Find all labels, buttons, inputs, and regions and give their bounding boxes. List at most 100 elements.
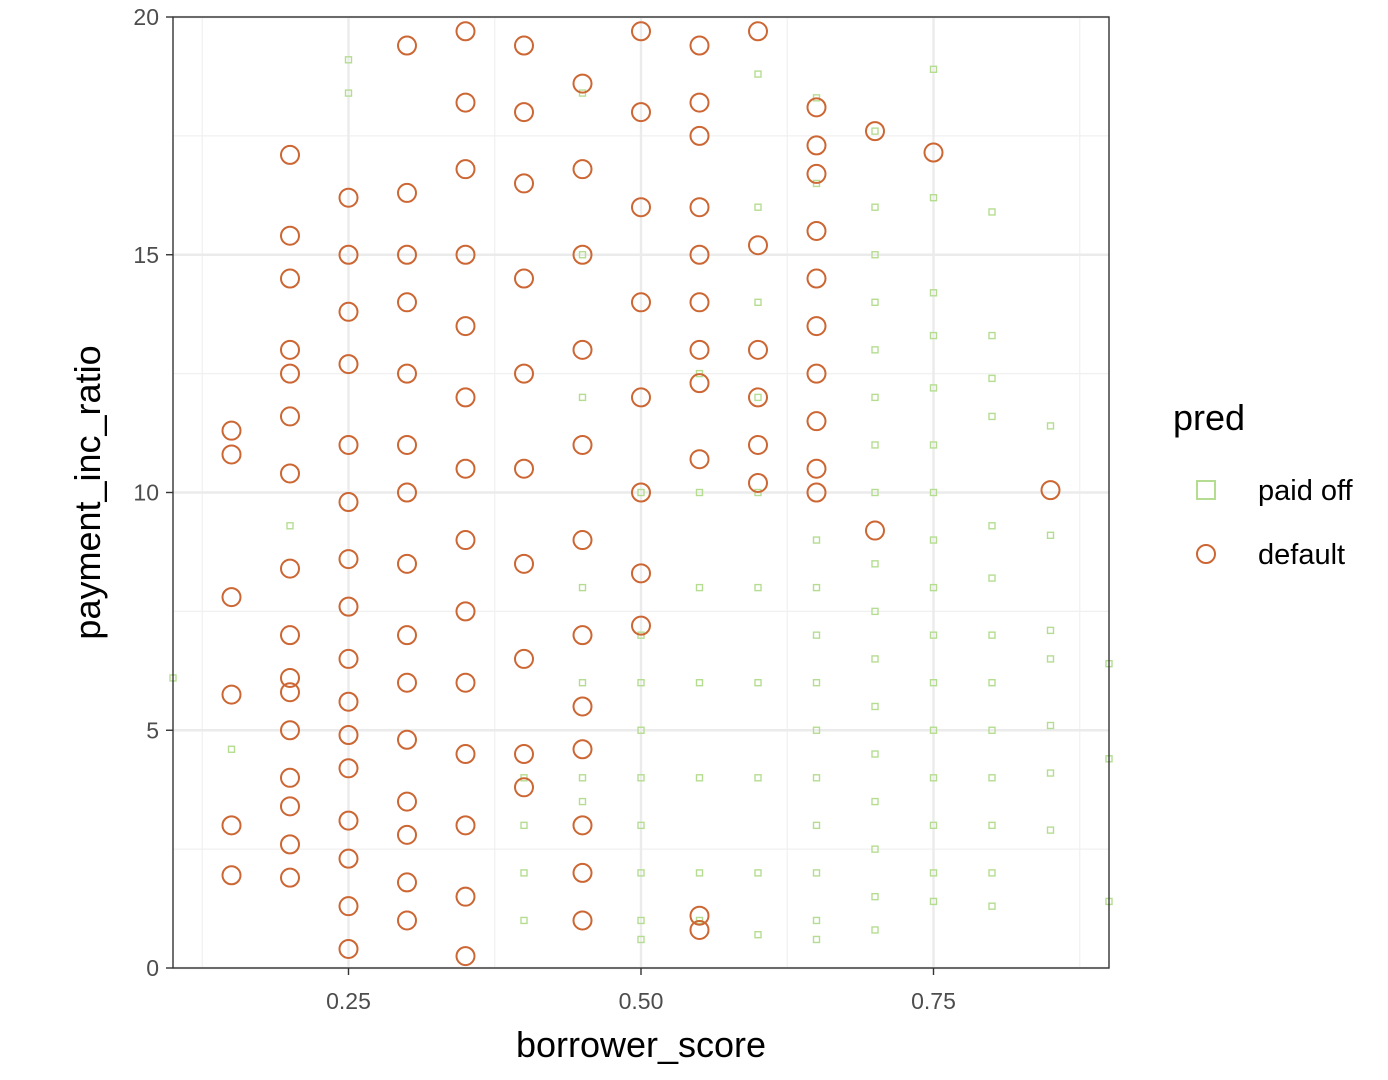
data-points (169, 21, 1113, 967)
data-point-default (689, 373, 710, 394)
data-point-default (221, 587, 242, 608)
data-point-default (631, 615, 651, 636)
data-point-default (280, 225, 300, 246)
data-point-default (397, 824, 417, 845)
data-point-default (280, 834, 300, 855)
data-point-default (631, 102, 651, 123)
data-point-paid-off (988, 631, 996, 639)
data-point-default (631, 197, 651, 218)
data-point-default (338, 810, 359, 831)
legend-item-paid-off: paid off (1196, 475, 1354, 507)
data-point-paid-off (812, 869, 821, 877)
data-point-default (397, 363, 417, 384)
data-point-default (514, 777, 534, 798)
data-point-paid-off (929, 193, 938, 202)
data-point-default (631, 292, 651, 313)
data-point-paid-off (520, 821, 528, 830)
legend-item-label: default (1258, 539, 1345, 571)
data-point-default (806, 135, 827, 156)
data-point-default (455, 458, 476, 479)
data-point-paid-off (929, 65, 938, 74)
data-point-default (455, 387, 476, 408)
data-point-default (455, 815, 476, 836)
data-point-paid-off (929, 869, 938, 877)
plot-panel (169, 15, 1113, 970)
data-point-default (221, 815, 242, 836)
data-point-default (514, 648, 534, 669)
data-point-paid-off (812, 774, 821, 782)
data-point-paid-off (929, 897, 938, 906)
data-point-default (572, 625, 593, 646)
data-point-paid-off (812, 821, 821, 830)
data-point-default (221, 444, 242, 465)
data-point-paid-off (520, 869, 528, 877)
data-point-default (338, 896, 359, 917)
data-point-paid-off (988, 412, 996, 421)
y-axis: 0 5 10 15 20 (133, 4, 173, 981)
data-point-default (572, 862, 593, 883)
x-axis-title: borrower_score (516, 1024, 766, 1065)
gridlines (173, 15, 1109, 970)
data-point-default (221, 865, 242, 886)
data-point-paid-off (754, 203, 762, 211)
data-point-paid-off (520, 916, 528, 925)
data-point-paid-off (871, 750, 879, 758)
data-point-default (748, 21, 768, 42)
data-point-default (514, 102, 534, 123)
data-point-default (397, 244, 417, 265)
data-point-default (572, 244, 593, 265)
data-point-paid-off (754, 70, 762, 78)
data-point-default (397, 292, 417, 313)
data-point-default (689, 197, 710, 218)
data-point-default (280, 558, 300, 579)
data-point-default (338, 354, 359, 375)
data-point-default (455, 316, 476, 337)
data-point-paid-off (637, 488, 645, 497)
data-point-paid-off (578, 679, 587, 687)
data-point-default (397, 910, 417, 931)
data-point-default (455, 92, 476, 113)
data-point-paid-off (1046, 721, 1055, 730)
data-point-default (514, 458, 534, 479)
data-point-paid-off (695, 679, 704, 687)
data-point-paid-off (812, 536, 821, 544)
data-point-paid-off (1046, 769, 1055, 777)
data-point-paid-off (929, 631, 938, 639)
data-point-paid-off (871, 441, 879, 449)
data-point-paid-off (871, 203, 879, 211)
data-point-paid-off (988, 774, 996, 782)
data-point-default (338, 244, 359, 265)
data-point-default (689, 125, 710, 146)
data-point-default (221, 420, 242, 441)
data-point-paid-off (929, 583, 938, 592)
legend-title: pred (1173, 397, 1245, 438)
data-point-default (338, 691, 359, 712)
data-point-default (338, 492, 359, 513)
data-point-paid-off (578, 774, 587, 782)
data-point-paid-off (871, 298, 879, 306)
data-point-default (280, 463, 300, 484)
data-point-default (748, 235, 768, 256)
data-point-default (397, 182, 417, 203)
data-point-default (338, 549, 359, 570)
data-point-default (572, 815, 593, 836)
data-point-paid-off (695, 583, 704, 592)
data-point-paid-off (871, 797, 879, 806)
data-point-paid-off (286, 522, 294, 530)
data-point-paid-off (929, 488, 938, 497)
data-point-default (806, 482, 827, 503)
data-point-default (514, 363, 534, 384)
data-point-paid-off (754, 931, 762, 939)
y-tick-label: 15 (133, 242, 159, 268)
data-point-default (806, 97, 827, 118)
y-tick-label: 20 (133, 4, 159, 30)
data-point-paid-off (929, 536, 938, 544)
data-point-paid-off (695, 488, 704, 497)
data-point-paid-off (988, 902, 996, 910)
data-point-paid-off (695, 869, 704, 877)
data-point-paid-off (988, 522, 996, 530)
data-point-paid-off (871, 607, 879, 616)
data-point-paid-off (695, 774, 704, 782)
data-point-default (514, 553, 534, 574)
